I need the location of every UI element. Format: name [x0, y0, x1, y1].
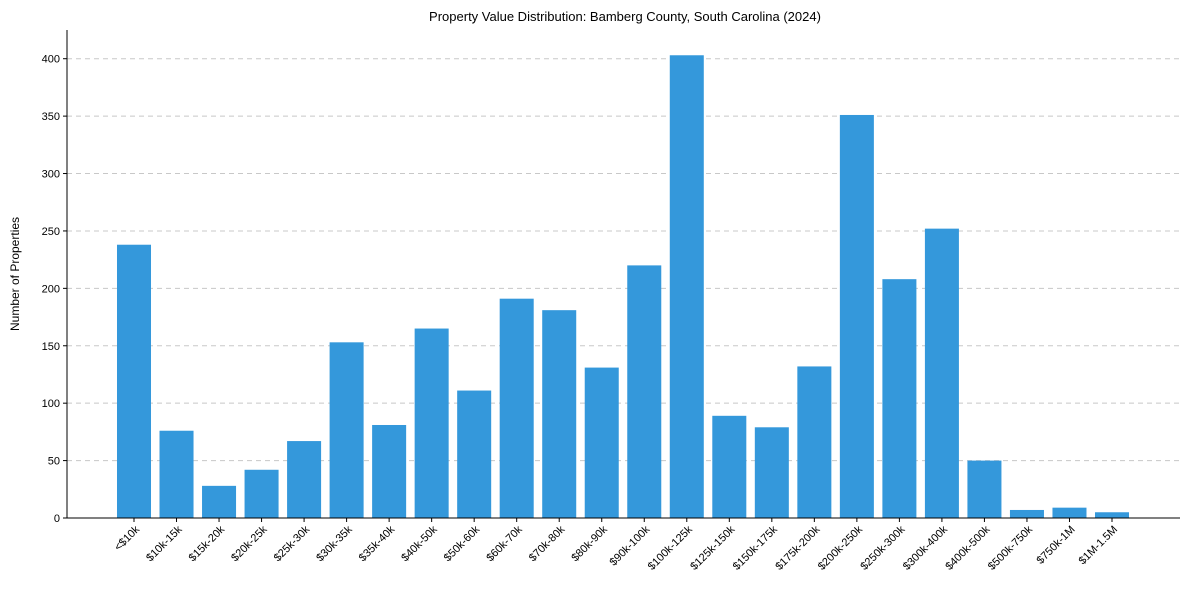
- y-ticks: 0 50 100 150 200 250 300 350 400: [42, 54, 67, 525]
- bar: [202, 485, 237, 518]
- x-tick-label: $125k-150k: [688, 523, 737, 572]
- y-tick-label: 50: [48, 456, 60, 468]
- x-tick-label: $250k-300k: [858, 523, 907, 572]
- x-tick-label: $40k-50k: [399, 523, 440, 564]
- x-tick-label: $90k-100k: [608, 523, 653, 568]
- bar: [329, 342, 364, 518]
- bar: [372, 424, 407, 518]
- gridlines: [67, 58, 1180, 462]
- x-tick-label: $25k-30k: [272, 523, 313, 564]
- bar: [287, 441, 322, 518]
- y-tick-label: 300: [42, 169, 60, 181]
- bar: [1009, 509, 1044, 518]
- bar: [542, 310, 577, 518]
- bar: [499, 298, 534, 518]
- x-tick-label: <$10k: [112, 523, 142, 553]
- x-tick-label: $10k-15k: [144, 523, 185, 564]
- bar: [797, 366, 832, 518]
- x-tick-label: $150k-175k: [731, 523, 780, 572]
- x-tick-label: $200k-250k: [816, 523, 865, 572]
- x-tick-label: $80k-90k: [569, 523, 610, 564]
- y-axis-label: Number of Properties: [8, 217, 22, 331]
- bar: [839, 114, 874, 518]
- x-tick-label: $300k-400k: [901, 523, 950, 572]
- x-tick-label: $750k-1M: [1035, 524, 1078, 567]
- y-tick-label: 100: [42, 398, 60, 410]
- bar: [924, 228, 959, 518]
- y-tick-label: 250: [42, 226, 60, 238]
- y-tick-label: 0: [54, 513, 60, 525]
- bar: [967, 460, 1002, 518]
- y-tick-label: 200: [42, 283, 60, 295]
- x-tick-label: $70k-80k: [527, 523, 568, 564]
- bar: [244, 469, 279, 518]
- x-tick-label: $15k-20k: [187, 523, 228, 564]
- bar: [712, 415, 747, 518]
- y-tick-label: 400: [42, 54, 60, 66]
- x-tick-label: $500k-750k: [986, 523, 1035, 572]
- bar: [1094, 512, 1130, 518]
- y-tick-label: 350: [42, 111, 60, 123]
- x-tick-label: $175k-200k: [773, 523, 822, 572]
- bar: [457, 390, 492, 518]
- x-tick-label: $50k-60k: [442, 523, 483, 564]
- bar: [116, 244, 152, 518]
- x-ticks: <$10k $10k-15k $15k-20k $20k-25k $25k-30k $30…: [112, 518, 1120, 573]
- axes: [66, 30, 1180, 519]
- x-tick-label: $30k-35k: [314, 523, 355, 564]
- x-tick-label: $60k-70k: [484, 523, 525, 564]
- bar: [627, 265, 662, 518]
- x-tick-label: $35k-40k: [357, 523, 398, 564]
- x-tick-label: $20k-25k: [229, 523, 270, 564]
- bar: [1052, 507, 1087, 518]
- x-tick-label: $400k-500k: [943, 523, 992, 572]
- chart-title: Property Value Distribution: Bamberg Cou…: [429, 9, 821, 24]
- bar: [754, 427, 789, 518]
- x-tick-label: $100k-125k: [646, 523, 695, 572]
- bar: [584, 367, 619, 518]
- bars: [116, 55, 1130, 519]
- bar: [159, 430, 194, 518]
- bar: [882, 279, 917, 518]
- bar: [669, 55, 704, 519]
- y-tick-label: 150: [42, 341, 60, 353]
- bar: [414, 328, 449, 518]
- x-tick-label: $1M-1.5M: [1077, 524, 1121, 568]
